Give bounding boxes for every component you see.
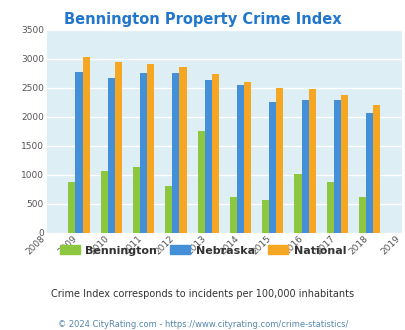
- Bar: [140, 73, 147, 233]
- Bar: [269, 102, 276, 233]
- Bar: [172, 73, 179, 233]
- Bar: [333, 100, 340, 233]
- Bar: [301, 100, 308, 233]
- Bar: [262, 200, 269, 233]
- Bar: [294, 174, 301, 233]
- Bar: [276, 88, 283, 233]
- Bar: [100, 171, 107, 233]
- Bar: [197, 131, 204, 233]
- Bar: [372, 105, 379, 233]
- Bar: [165, 186, 172, 233]
- Text: Bennington Property Crime Index: Bennington Property Crime Index: [64, 12, 341, 26]
- Bar: [82, 57, 90, 233]
- Bar: [115, 62, 122, 233]
- Bar: [68, 182, 75, 233]
- Bar: [211, 74, 218, 233]
- Bar: [229, 197, 237, 233]
- Bar: [358, 197, 365, 233]
- Bar: [179, 67, 186, 233]
- Bar: [147, 64, 154, 233]
- Legend: Bennington, Nebraska, National: Bennington, Nebraska, National: [55, 241, 350, 260]
- Bar: [326, 182, 333, 233]
- Bar: [107, 78, 115, 233]
- Bar: [204, 80, 211, 233]
- Text: Crime Index corresponds to incidents per 100,000 inhabitants: Crime Index corresponds to incidents per…: [51, 289, 354, 299]
- Bar: [237, 85, 243, 233]
- Bar: [243, 82, 251, 233]
- Bar: [340, 95, 347, 233]
- Bar: [365, 113, 372, 233]
- Bar: [75, 72, 82, 233]
- Bar: [132, 167, 140, 233]
- Bar: [308, 89, 315, 233]
- Text: © 2024 CityRating.com - https://www.cityrating.com/crime-statistics/: © 2024 CityRating.com - https://www.city…: [58, 320, 347, 329]
